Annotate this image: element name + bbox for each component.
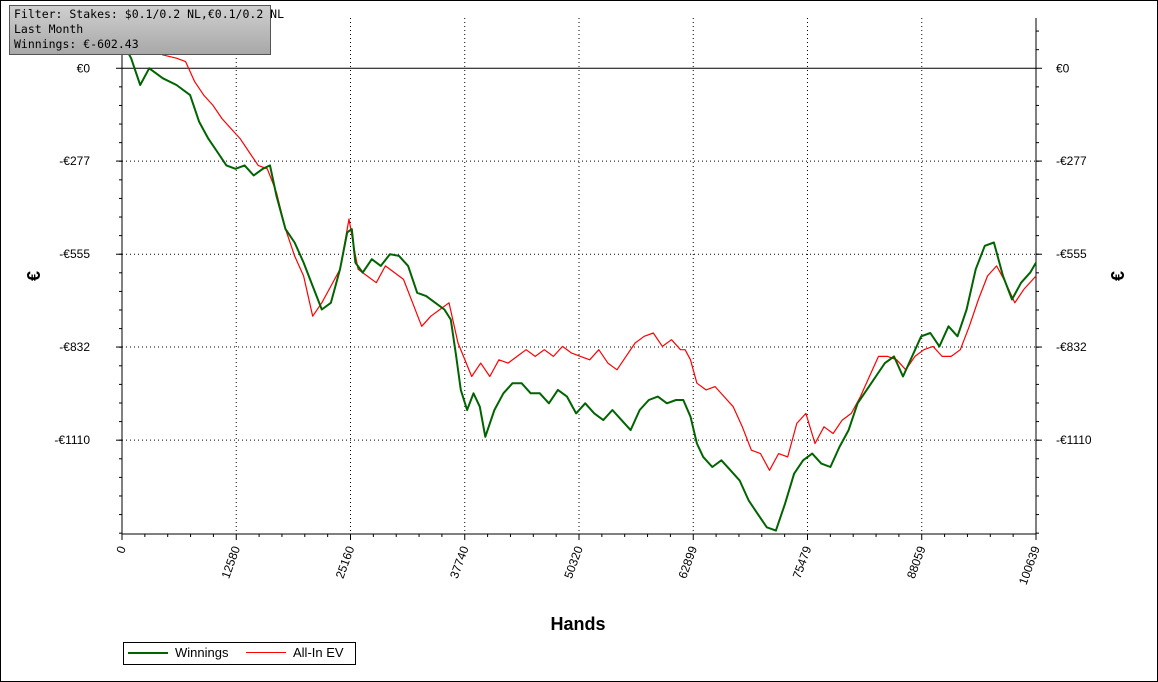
x-tick-label: 50320: [561, 544, 586, 580]
legend-label-allin-ev: All-In EV: [293, 645, 344, 660]
grid-lines: [121, 18, 1037, 534]
x-tick-label: 88059: [904, 544, 929, 580]
period-text: Last Month: [14, 22, 84, 36]
legend: Winnings All-In EV: [123, 642, 356, 665]
series-lines: [121, 34, 1037, 532]
y-tick-label-left: -€277: [59, 154, 90, 168]
x-tick-label: 25160: [333, 544, 358, 580]
y-tick-label-right: -€277: [1056, 154, 1087, 168]
x-tick-label: 100639: [1016, 544, 1043, 587]
allin-ev-line: [121, 34, 1037, 471]
y-axis-label-left: €: [24, 271, 44, 281]
y-tick-label-right: -€1110: [1056, 433, 1092, 447]
y-tick-label-left: €0: [77, 61, 91, 75]
filter-text: Filter: Stakes: $0.1/0.2 NL,€0.1/0.2 NL: [14, 7, 285, 21]
x-axis-label: Hands: [550, 614, 605, 634]
y-tick-label-right: €0: [1056, 61, 1070, 75]
legend-item-winnings: Winnings: [128, 645, 228, 660]
y-tick-label-right: -€832: [1056, 340, 1087, 354]
winnings-text: Winnings: €-602.43: [14, 37, 139, 51]
x-tick-label: 37740: [447, 544, 472, 580]
x-tick-label: 62899: [675, 544, 700, 580]
legend-swatch-allin-ev: [246, 652, 286, 653]
filter-info-box: Filter: Stakes: $0.1/0.2 NL,€0.1/0.2 NL …: [9, 5, 285, 55]
legend-item-allin-ev: All-In EV: [246, 645, 344, 660]
x-tick-label: 0: [113, 544, 129, 555]
tick-labels: 0 12580 25160 37740 50320 62899 75479 88059 1006…: [54, 61, 1092, 586]
winnings-line: [121, 41, 1037, 532]
y-tick-label-left: -€1110: [54, 433, 90, 447]
y-axis-label-right: €: [1108, 271, 1128, 281]
x-tick-label: 12580: [218, 544, 243, 580]
legend-swatch-winnings: [128, 651, 168, 654]
y-tick-label-left: -€555: [59, 247, 90, 261]
y-tick-label-right: -€555: [1056, 247, 1087, 261]
legend-label-winnings: Winnings: [175, 645, 229, 660]
y-tick-label-left: -€832: [59, 340, 90, 354]
axes: [116, 18, 1042, 540]
x-tick-label: 75479: [790, 544, 815, 580]
